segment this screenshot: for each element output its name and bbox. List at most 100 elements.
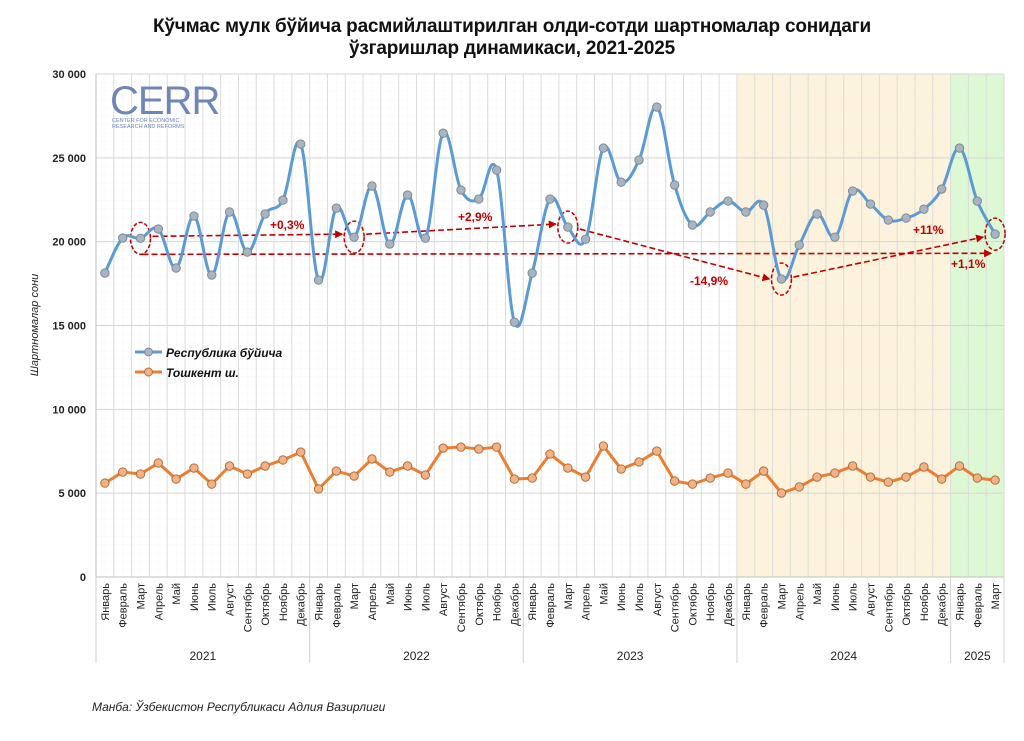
x-tick-label: Октябрь — [687, 583, 699, 626]
x-tick-label: Август — [652, 583, 664, 616]
data-point-tashkent — [830, 468, 840, 478]
highlight-circle — [343, 220, 365, 254]
data-point-republic — [598, 143, 609, 153]
data-point-republic — [313, 275, 324, 285]
x-tick-label: Декабрь — [723, 583, 735, 626]
chart-title: Кўчмас мулк бўйича расмийлаштирилган олд… — [0, 16, 1024, 60]
data-point-tashkent — [990, 475, 1000, 485]
x-tick-label: Ноябрь — [492, 583, 504, 621]
data-point-tashkent — [402, 461, 413, 471]
legend: Республика бўйича Тошкент ш. — [135, 346, 283, 380]
data-point-tashkent — [153, 458, 164, 468]
logo-subtitle-1: CENTER FOR ECONOMIC — [112, 118, 180, 124]
x-tick-label: Июль — [420, 583, 432, 611]
x-tick-label: Март — [990, 583, 1002, 609]
data-point-republic — [794, 240, 804, 250]
data-point-republic — [616, 177, 626, 187]
data-point-tashkent — [385, 467, 395, 477]
x-tick-label: Апрель — [581, 583, 593, 621]
x-tick-label: Сентябрь — [242, 583, 254, 633]
annotations: +0,3% +2,9% -14,9% +11% +1,1% — [129, 210, 1006, 296]
data-point-republic — [402, 190, 413, 200]
x-tick-label: Январь — [100, 583, 112, 621]
data-point-tashkent — [598, 441, 609, 451]
y-tick-label: 0 — [80, 572, 86, 584]
data-point-republic — [563, 222, 573, 232]
arrow-line — [793, 234, 985, 278]
x-tick-label: Сентябрь — [456, 583, 468, 633]
data-point-republic — [919, 204, 929, 214]
data-point-republic — [349, 232, 359, 242]
y-tick-label: 10 000 — [52, 404, 86, 416]
x-tick-label: Апрель — [153, 583, 165, 621]
data-point-republic — [171, 263, 181, 273]
data-point-tashkent — [224, 461, 235, 471]
data-point-tashkent — [758, 466, 769, 476]
data-point-republic — [438, 128, 448, 138]
data-point-tashkent — [509, 474, 520, 484]
y-axis-label: Шартномалар сони — [29, 274, 41, 377]
data-point-tashkent — [616, 464, 626, 474]
data-point-tashkent — [527, 473, 537, 483]
data-point-tashkent — [901, 472, 911, 482]
data-point-tashkent — [118, 467, 128, 477]
data-point-tashkent — [349, 471, 359, 481]
data-point-republic — [420, 233, 431, 243]
chart-title-line-1: Кўчмас мулк бўйича расмийлаштирилган олд… — [153, 16, 871, 37]
data-point-tashkent — [474, 444, 484, 454]
data-point-republic — [367, 181, 377, 191]
data-point-tashkent — [242, 469, 253, 479]
data-point-tashkent — [420, 470, 431, 480]
axes — [95, 74, 1005, 663]
data-point-tashkent — [883, 477, 893, 487]
legend-label-tashkent: Тошкент ш. — [166, 366, 239, 380]
data-point-republic — [296, 139, 306, 149]
data-point-republic — [474, 194, 484, 204]
data-point-tashkent — [812, 472, 822, 482]
y-tick-label: 5 000 — [58, 488, 86, 500]
data-point-tashkent — [687, 479, 698, 489]
x-tick-label: Май — [812, 583, 824, 605]
x-tick-label: Июнь — [830, 583, 842, 611]
data-point-republic — [936, 184, 947, 194]
x-tick-label: Июль — [634, 583, 646, 611]
x-tick-label: Декабрь — [509, 583, 521, 626]
x-tick-label: Февраль — [118, 583, 130, 628]
data-point-tashkent — [634, 457, 644, 467]
data-point-republic — [100, 268, 110, 278]
data-point-republic — [883, 215, 893, 225]
data-point-republic — [634, 155, 644, 165]
x-tick-label: Сентябрь — [670, 583, 682, 633]
data-point-republic — [705, 207, 715, 217]
data-point-republic — [972, 196, 982, 206]
data-point-tashkent — [954, 461, 965, 471]
data-point-republic — [242, 247, 253, 257]
data-point-tashkent — [563, 463, 573, 473]
x-tick-label: Апрель — [367, 583, 379, 621]
year-label-2022: 2022 — [403, 649, 430, 663]
logo-subtitle-2: RESEARCH AND REFORMS — [112, 124, 185, 130]
x-tick-label: Июнь — [616, 583, 628, 611]
x-tick-label: Март — [563, 583, 575, 609]
x-tick-label: Ноябрь — [919, 583, 931, 621]
data-point-republic — [278, 195, 288, 205]
data-point-tashkent — [207, 479, 217, 489]
y-tick-label: 15 000 — [52, 321, 86, 333]
data-point-republic — [812, 209, 822, 219]
x-tick-label: Июль — [848, 583, 860, 611]
x-tick-label: Май — [385, 583, 397, 605]
data-point-tashkent — [919, 462, 929, 472]
arrow-line — [366, 220, 557, 235]
data-point-tashkent — [171, 474, 181, 484]
data-point-tashkent — [100, 478, 110, 488]
x-tick-label: Сентябрь — [883, 583, 895, 633]
year-label-2025: 2025 — [964, 649, 991, 663]
data-point-tashkent — [135, 469, 146, 479]
data-point-tashkent — [260, 461, 270, 471]
data-point-republic — [830, 232, 840, 242]
x-tick-label: Декабрь — [937, 583, 949, 626]
x-tick-label: Июнь — [189, 583, 201, 611]
y-tick-labels: 0 5 000 10 000 15 000 20 000 25 000 30 000 — [52, 69, 86, 584]
data-point-tashkent — [972, 473, 982, 483]
